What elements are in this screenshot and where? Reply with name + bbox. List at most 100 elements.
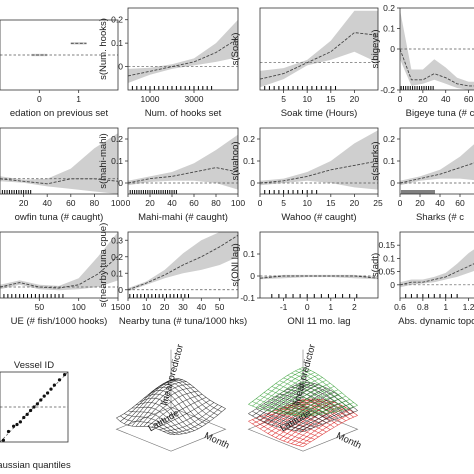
x-tick-label: 0 (398, 94, 403, 104)
y-tick-label: 0 (250, 271, 255, 281)
y-tick-label: 0 (118, 178, 123, 188)
surface-mesh (116, 378, 226, 435)
mesh-line (287, 392, 343, 415)
mesh-line (256, 408, 311, 429)
y-axis-label: s(adt) (370, 253, 381, 277)
x-tick-label: 2 (352, 302, 357, 312)
surface-mesh (248, 367, 358, 418)
x-tick-label: 100 (72, 302, 86, 312)
y-tick-label: 0.05 (378, 267, 395, 277)
y-tick-label: 0.1 (111, 268, 123, 278)
x-tick-label: 0.6 (394, 302, 406, 312)
x-tick-label: 1 (443, 302, 448, 312)
y-axis-label: s(Soak) (230, 33, 241, 66)
mesh-line (120, 415, 176, 435)
x-tick-label: 10 (142, 302, 152, 312)
axes-frame (127, 7, 239, 91)
confidence-band (400, 10, 474, 90)
y-axis-label: Month (202, 430, 231, 451)
mesh-line (263, 414, 319, 438)
panel-p13: 5 10 15 20 Soak time (Hours) s(Soak) (230, 7, 379, 119)
x-tick-label: 15 (326, 94, 336, 104)
mesh-line (275, 395, 331, 422)
plot-area (128, 134, 238, 194)
y-tick-label: 0.15 (378, 240, 395, 250)
mesh-line (291, 395, 347, 416)
plot-area (260, 10, 378, 90)
mesh-line (275, 383, 331, 414)
x-tick-label: 3000 (185, 94, 204, 104)
confidence-band (128, 19, 238, 83)
smooth-fit-line (128, 167, 238, 184)
x-tick-label: 20 (415, 198, 425, 208)
x-tick-label: 1000 (141, 94, 160, 104)
confidence-band (128, 134, 238, 190)
confidence-band (400, 249, 474, 288)
x-axis-label: Wahoo (# caught) (281, 212, 356, 223)
mesh-line (279, 386, 335, 414)
x-tick-label: 0 (305, 302, 310, 312)
panel-p33: -1 0 1 2 -0.1 0 0.1 ONI 11 mo. lag s(ONI lag) (230, 231, 379, 327)
y-tick-label: 0.3 (111, 235, 123, 245)
x-tick-label: 15 (326, 198, 336, 208)
x-tick-label: 20 (418, 94, 428, 104)
x-axis-label: edation on previous set (10, 108, 109, 119)
smooth-fit-line (0, 178, 118, 185)
mesh-line (298, 407, 354, 432)
x-tick-label: 40 (42, 198, 52, 208)
plot-area (400, 249, 474, 298)
x-tick-label: 20 (160, 302, 170, 312)
mesh-line (302, 410, 358, 432)
x-tick-label: 1 (76, 94, 81, 104)
confidence-band (260, 10, 378, 88)
qq-point (35, 402, 40, 406)
y-tick-label: 0.1 (383, 253, 395, 263)
mesh-line (295, 409, 350, 446)
plot-area (400, 144, 474, 194)
x-tick-label: 40 (197, 302, 207, 312)
x-axis-label: ONI 11 mo. lag (287, 316, 350, 327)
smooth-fit-line (260, 32, 378, 80)
x-tick-label: 20 (350, 94, 360, 104)
qq-point (46, 391, 50, 395)
mesh-line (147, 394, 203, 427)
mesh-line (259, 395, 315, 416)
plot-area (260, 274, 378, 298)
y-tick-label: 0 (390, 280, 395, 290)
x-tick-label: 0 (398, 198, 403, 208)
y-tick-label: 0.2 (383, 3, 395, 13)
mesh-line (302, 405, 358, 418)
x-tick-label: 40 (435, 198, 445, 208)
y-tick-label: 0.1 (383, 156, 395, 166)
smooth-fit-line (128, 38, 238, 77)
qq-point (25, 412, 29, 416)
mesh-line (267, 389, 323, 415)
qq-point (6, 429, 11, 434)
mesh-line (143, 393, 199, 429)
y-axis-label: s(sharks) (370, 141, 381, 180)
qq-point (12, 424, 16, 428)
smooth-fit-line (400, 263, 474, 286)
x-tick-label: 10 (302, 94, 312, 104)
mesh-line (263, 392, 319, 415)
x-tick-label: 20 (350, 198, 360, 208)
x-axis-label: UE (# fish/1000 hooks) (11, 316, 108, 327)
z-axis-label: linear predictor (291, 343, 318, 407)
y-axis-label: s(ONI lag) (230, 243, 241, 286)
panel-p12: 1000 3000 0 0.1 0.2 Num. of hooks set s(Num. h… (98, 7, 239, 119)
panel-p23: 0 5 10 15 20 25 0 0.1 0.2 Wahoo (# caught) s(wahoo… (230, 127, 383, 223)
mesh-line (298, 412, 354, 447)
mesh-line (295, 403, 350, 431)
mesh-line (155, 399, 211, 429)
y-axis-label: s(wahoo) (230, 141, 241, 180)
plot-area (128, 232, 238, 298)
x-tick-label: 50 (215, 302, 225, 312)
plot-area (400, 10, 474, 90)
mesh-line (267, 400, 323, 425)
y-tick-label: -0.2 (380, 85, 395, 95)
x-axis-label: Bigeye tuna (# c (406, 108, 474, 119)
smooth-fit-line (128, 234, 238, 291)
